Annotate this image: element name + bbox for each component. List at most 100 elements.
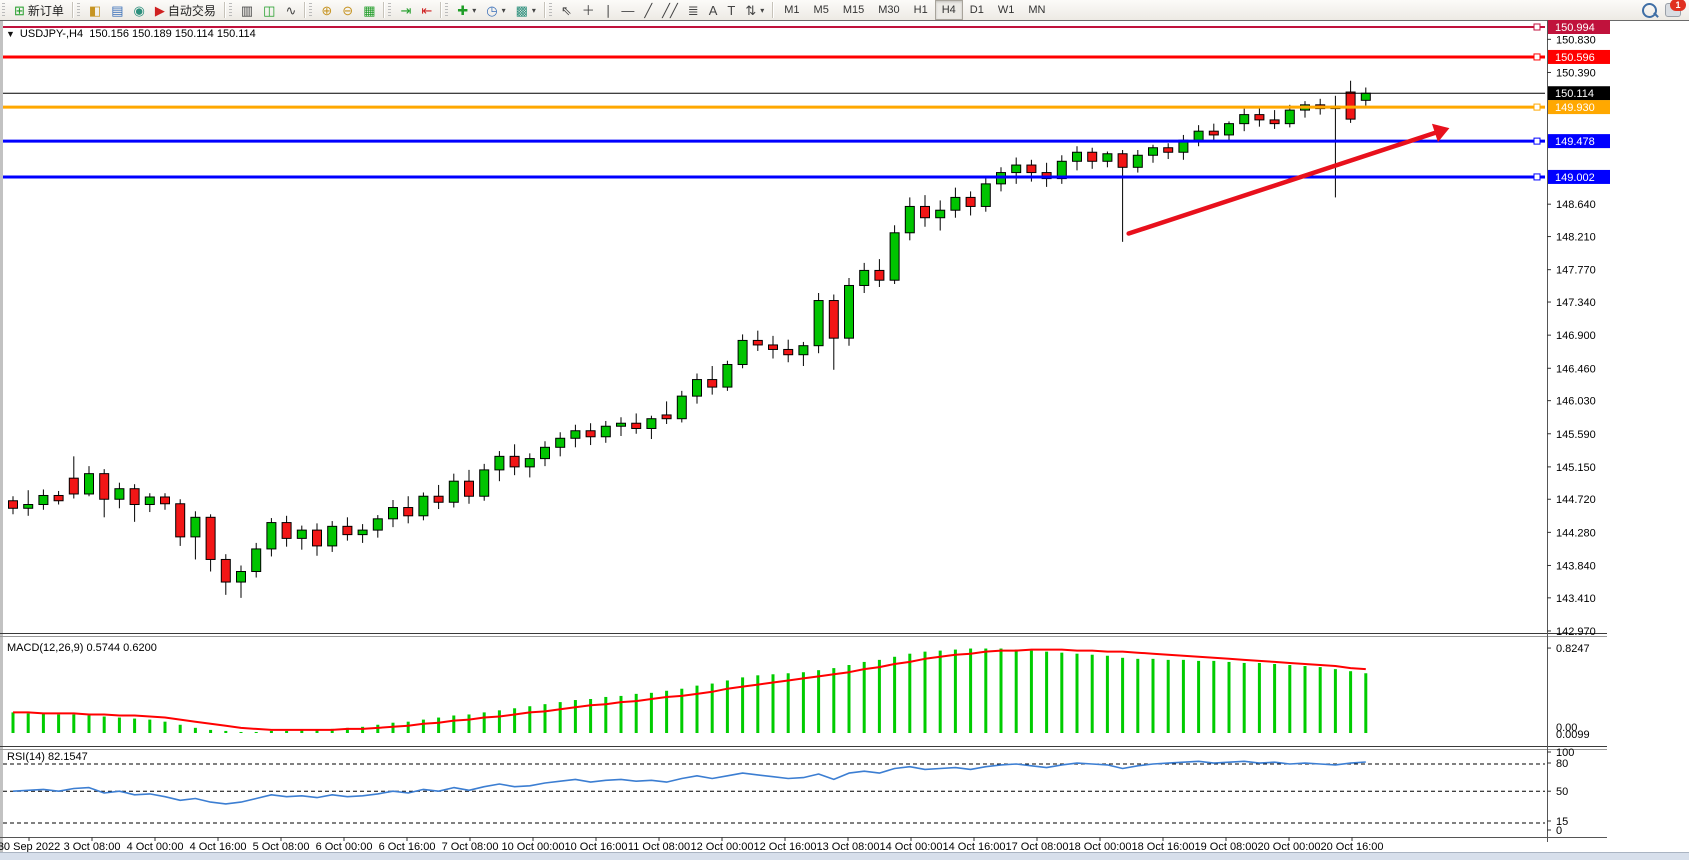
- candle-body: [175, 503, 186, 538]
- candle-body: [555, 437, 566, 448]
- timeframe-m30[interactable]: M30: [878, 4, 900, 16]
- timeframe-m1[interactable]: M1: [784, 4, 800, 16]
- indicators-button[interactable]: ✚ ▾: [452, 0, 481, 20]
- macd-bar: [239, 731, 243, 733]
- new-order-button[interactable]: ⊞ 新订单: [9, 0, 69, 20]
- periods-button[interactable]: ◷ ▾: [481, 0, 510, 20]
- market-watch-button[interactable]: ◧: [84, 0, 106, 20]
- line-chart-icon: ∿: [285, 2, 297, 18]
- candle-body: [372, 518, 383, 531]
- candle-body: [281, 522, 292, 539]
- timeframe-mn[interactable]: MN: [1028, 4, 1046, 16]
- timeframe-m5[interactable]: M5: [813, 4, 829, 16]
- trend-arrow[interactable]: [1126, 123, 1450, 236]
- notifications-icon[interactable]: 1: [1665, 0, 1686, 17]
- chart-window[interactable]: 150.830 150.390 148.640 148.210 147.770 147.3…: [0, 20, 1689, 860]
- chevron-down-icon[interactable]: ▾: [472, 5, 477, 15]
- price-tick-label: 145.590: [1556, 429, 1596, 441]
- level-handle[interactable]: [1533, 53, 1541, 61]
- macd-bar: [1014, 649, 1018, 733]
- templates-icon: ▩: [515, 2, 528, 18]
- candle-body: [692, 379, 702, 397]
- chart-shift-button[interactable]: ⇤: [416, 0, 437, 20]
- macd-bar: [665, 690, 669, 733]
- bar-chart-button[interactable]: ▥: [236, 0, 258, 20]
- horizontal-line-button[interactable]: —: [616, 0, 639, 20]
- time-tick-label: 14 Oct 00:00: [880, 841, 943, 853]
- level-handle[interactable]: [1533, 173, 1541, 181]
- candle-body: [722, 364, 733, 388]
- line-chart-button[interactable]: ∿: [280, 0, 301, 20]
- candle-body: [220, 558, 231, 583]
- macd-bar: [893, 656, 897, 733]
- candle-body: [1026, 164, 1037, 174]
- crosshair-button[interactable]: ＋: [577, 0, 600, 20]
- vertical-line-button[interactable]: ∣: [600, 0, 617, 20]
- macd-bar: [680, 688, 684, 733]
- level-badge: [1548, 169, 1610, 184]
- macd-bar: [133, 718, 137, 733]
- chart-canvas[interactable]: 150.830 150.390 148.640 148.210 147.770 147.3…: [0, 20, 1689, 859]
- macd-bar: [604, 696, 608, 733]
- text-button[interactable]: A: [704, 0, 723, 20]
- macd-bar: [1227, 661, 1231, 733]
- level-badge: [1548, 100, 1610, 115]
- macd-bar: [178, 724, 182, 733]
- level-handle[interactable]: [1533, 137, 1541, 145]
- candles: [8, 80, 1371, 598]
- candlestick-chart-button[interactable]: ◫: [258, 0, 280, 20]
- candle-body: [327, 525, 338, 547]
- toolbar-group: ⊕ ⊖ ▦: [314, 0, 382, 20]
- zoom-out-icon: ⊖: [342, 2, 354, 18]
- candle-body: [1360, 92, 1371, 101]
- candle-body: [205, 516, 216, 560]
- trendline-button[interactable]: ╱: [639, 0, 657, 20]
- chevron-down-icon[interactable]: ▾: [531, 5, 536, 15]
- macd-bar: [923, 651, 927, 733]
- macd-bar: [209, 729, 213, 733]
- candle-body: [68, 477, 79, 495]
- macd-bar: [908, 653, 912, 733]
- macd-bar: [117, 717, 121, 733]
- data-window-button[interactable]: ▤: [106, 0, 128, 20]
- equidistant-channel-button[interactable]: ╱╱: [657, 0, 683, 20]
- arrows-button[interactable]: ⇅ ▾: [740, 0, 769, 20]
- timeframe-h4[interactable]: H4: [934, 0, 963, 20]
- chevron-down-icon[interactable]: ▾: [760, 5, 765, 15]
- price-tick-label: 150.390: [1556, 67, 1596, 79]
- text-label-button[interactable]: T: [722, 0, 740, 20]
- level-handle[interactable]: [1533, 23, 1541, 31]
- macd-bar: [224, 730, 228, 733]
- timeframe-d1[interactable]: D1: [969, 4, 984, 16]
- macd-bar: [452, 715, 456, 733]
- timeframe-m15[interactable]: M15: [842, 4, 865, 16]
- templates-button[interactable]: ▩ ▾: [511, 0, 541, 20]
- time-tick-label: 10 Oct 00:00: [502, 841, 565, 853]
- level-handle[interactable]: [1533, 103, 1541, 111]
- time-tick-label: 6 Oct 00:00: [316, 841, 373, 853]
- candle-body: [99, 473, 110, 500]
- chevron-down-icon[interactable]: ▾: [501, 5, 506, 15]
- toolbar-separator: [543, 2, 546, 18]
- zoom-out-button[interactable]: ⊖: [337, 0, 358, 20]
- timeframe-w1[interactable]: W1: [997, 4, 1015, 16]
- macd-bar: [1364, 673, 1368, 733]
- search-icon[interactable]: [1642, 2, 1657, 18]
- candle-body: [23, 504, 34, 509]
- zoom-in-button[interactable]: ⊕: [316, 0, 337, 20]
- price-tick-label: 144.280: [1556, 527, 1596, 539]
- timeframe-h1[interactable]: H1: [913, 4, 928, 16]
- toolbar-grip: [76, 3, 80, 17]
- autotrading-button[interactable]: ▶ 自动交易: [150, 0, 221, 20]
- candle-body: [889, 232, 900, 281]
- cursor-button[interactable]: ⇖: [556, 0, 577, 20]
- time-tick-label: 18 Oct 16:00: [1132, 841, 1195, 853]
- candle-body: [600, 425, 611, 438]
- macd-bar: [1303, 666, 1307, 733]
- tile-windows-button[interactable]: ▦: [358, 0, 380, 20]
- auto-scroll-button[interactable]: ⇥: [395, 0, 416, 20]
- navigator-button[interactable]: ◉: [129, 0, 150, 20]
- candle-body: [129, 488, 140, 506]
- fibonacci-button[interactable]: ≣: [683, 0, 704, 20]
